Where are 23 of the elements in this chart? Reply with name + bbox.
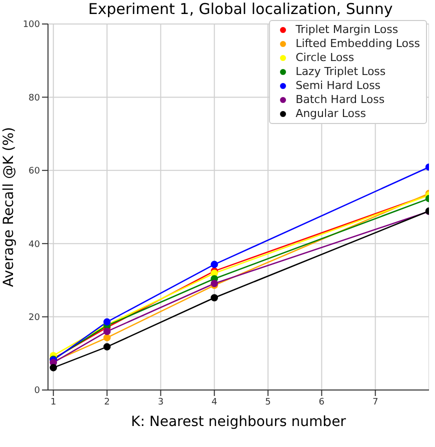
x-tick-label: 3 (158, 397, 164, 408)
x-tick-label: 1 (50, 397, 56, 408)
legend-label: Semi Hard Loss (296, 79, 381, 93)
x-tick-label: 5 (265, 397, 271, 408)
legend-label: Lifted Embedding Loss (296, 37, 420, 51)
y-tick-label: 80 (28, 93, 40, 104)
legend-label: Circle Loss (296, 51, 354, 65)
y-tick-label: 60 (28, 166, 40, 177)
legend-label: Triplet Margin Loss (296, 23, 398, 37)
x-axis-title: K: Nearest neighbours number (131, 414, 346, 430)
y-axis-title: Average Recall @K (%) (0, 126, 17, 288)
legend-label: Lazy Triplet Loss (296, 65, 386, 79)
x-tick-label: 7 (372, 397, 378, 408)
legend-label: Angular Loss (296, 107, 366, 121)
x-tick-label: 6 (318, 397, 325, 408)
y-tick-label: 0 (34, 386, 40, 396)
x-tick-label: 4 (211, 397, 218, 408)
chart-title: Experiment 1, Global localization, Sunny (87, 0, 394, 18)
y-tick-label: 100 (22, 20, 40, 30)
x-tick-label: 2 (104, 397, 110, 408)
y-tick-label: 20 (28, 312, 40, 323)
legend-label: Batch Hard Loss (296, 93, 385, 107)
y-tick-label: 40 (28, 240, 40, 250)
